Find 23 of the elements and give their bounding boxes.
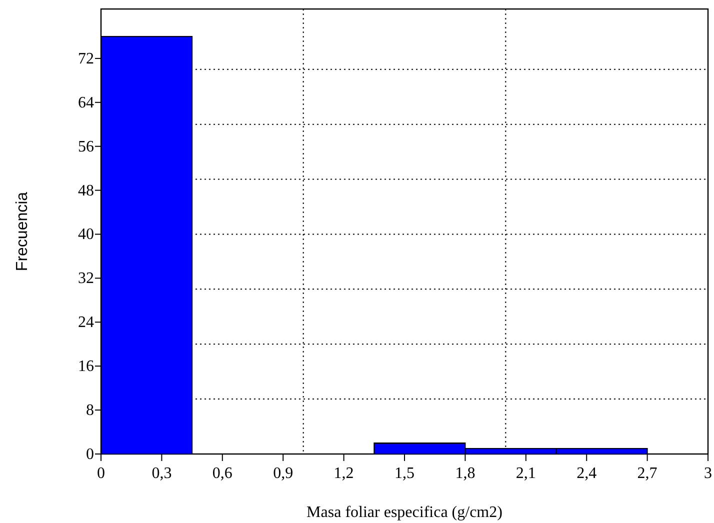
x-tick-label: 1,8 bbox=[455, 465, 476, 482]
x-tick-label: 2,4 bbox=[576, 465, 597, 482]
y-tick-label: 40 bbox=[78, 226, 94, 244]
x-tick-label: 0,9 bbox=[273, 465, 294, 482]
x-tick-label: 1,5 bbox=[394, 465, 414, 482]
x-tick-label: 0,3 bbox=[152, 465, 172, 482]
y-tick-label: 0 bbox=[86, 446, 94, 463]
y-axis-title: Frecuencia bbox=[14, 192, 31, 272]
y-tick-label: 64 bbox=[78, 94, 94, 112]
x-axis-title: Masa foliar especifica (g/cm2) bbox=[306, 504, 502, 521]
y-tick-label: 32 bbox=[78, 270, 94, 288]
x-tick-label: 1,2 bbox=[334, 465, 354, 482]
y-tick-label: 48 bbox=[78, 182, 94, 200]
x-tick-label: 3 bbox=[704, 465, 712, 482]
y-tick-label: 56 bbox=[78, 138, 94, 156]
x-tick-label: 0,6 bbox=[212, 465, 232, 482]
y-tick-label: 72 bbox=[78, 50, 94, 68]
y-tick-label: 24 bbox=[78, 314, 94, 332]
y-tick-label: 8 bbox=[86, 402, 94, 420]
x-tick-label: 0 bbox=[97, 465, 105, 482]
y-tick-label: 16 bbox=[78, 358, 94, 376]
x-tick-label: 2,1 bbox=[516, 465, 536, 482]
x-tick-label: 2,7 bbox=[637, 465, 658, 482]
